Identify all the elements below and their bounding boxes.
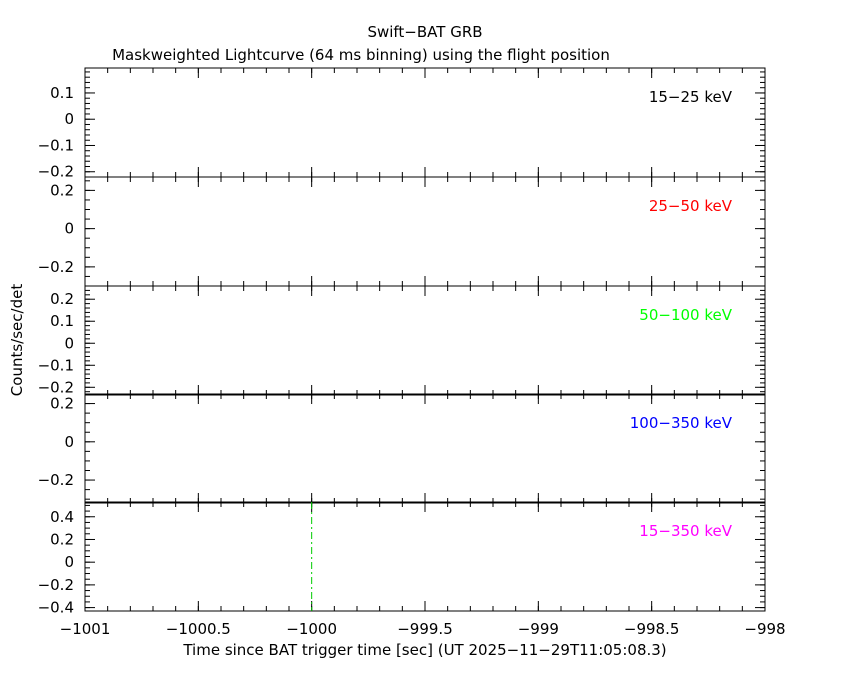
band-label: 25−50 keV	[649, 197, 733, 215]
y-tick-label: 0.1	[50, 312, 74, 330]
y-tick-label: −0.2	[38, 378, 74, 396]
y-tick-label: 0.2	[50, 290, 74, 308]
panel-frame	[84, 67, 766, 178]
band-label: 15−25 keV	[649, 88, 733, 106]
y-tick-label: 0	[64, 220, 74, 238]
panels-group: 0.1 0 −0.1 −0.2 15−25 keV 0.2 0 −0.2 25−50 keV 0.…	[38, 67, 786, 638]
y-tick-label: −0.2	[38, 471, 74, 489]
panel-frame	[84, 176, 766, 287]
x-tick-label: −1001	[60, 620, 111, 638]
x-tick-label: −998	[744, 620, 785, 638]
y-tick-label: 0.2	[50, 395, 74, 413]
y-tick-label: −0.2	[38, 576, 74, 594]
y-tick-label: 0.2	[50, 181, 74, 199]
y-tick-label: −0.2	[38, 258, 74, 276]
y-tick-label: 0	[64, 553, 74, 571]
chart-title: Swift−BAT GRB	[367, 23, 482, 41]
y-tick-label: 0	[64, 334, 74, 352]
x-tick-label: −999	[518, 620, 559, 638]
x-tick-label: −1000.5	[166, 620, 231, 638]
panel-frame	[84, 501, 766, 612]
band-label: 100−350 keV	[630, 414, 733, 432]
panel-frame	[84, 285, 766, 396]
y-axis-label: Counts/sec/det	[8, 284, 26, 397]
y-tick-label: −0.1	[38, 356, 74, 374]
panel-frame	[84, 393, 766, 504]
y-tick-label: 0.1	[50, 84, 74, 102]
band-label: 15−350 keV	[639, 522, 732, 540]
band-label: 50−100 keV	[639, 306, 732, 324]
x-tick-label: −1000	[286, 620, 337, 638]
y-tick-label: 0	[64, 110, 74, 128]
y-tick-label: 0.2	[50, 530, 74, 548]
x-tick-label: −998.5	[624, 620, 680, 638]
x-axis-label: Time since BAT trigger time [sec] (UT 20…	[182, 641, 666, 659]
x-tick-label: −999.5	[397, 620, 453, 638]
y-tick-label: 0	[64, 433, 74, 451]
y-tick-label: 0.4	[50, 508, 74, 526]
y-tick-label: −0.1	[38, 136, 74, 154]
y-tick-label: −0.2	[38, 163, 74, 181]
y-tick-label: −0.4	[38, 599, 74, 617]
chart-subtitle: Maskweighted Lightcurve (64 ms binning) …	[112, 46, 610, 64]
